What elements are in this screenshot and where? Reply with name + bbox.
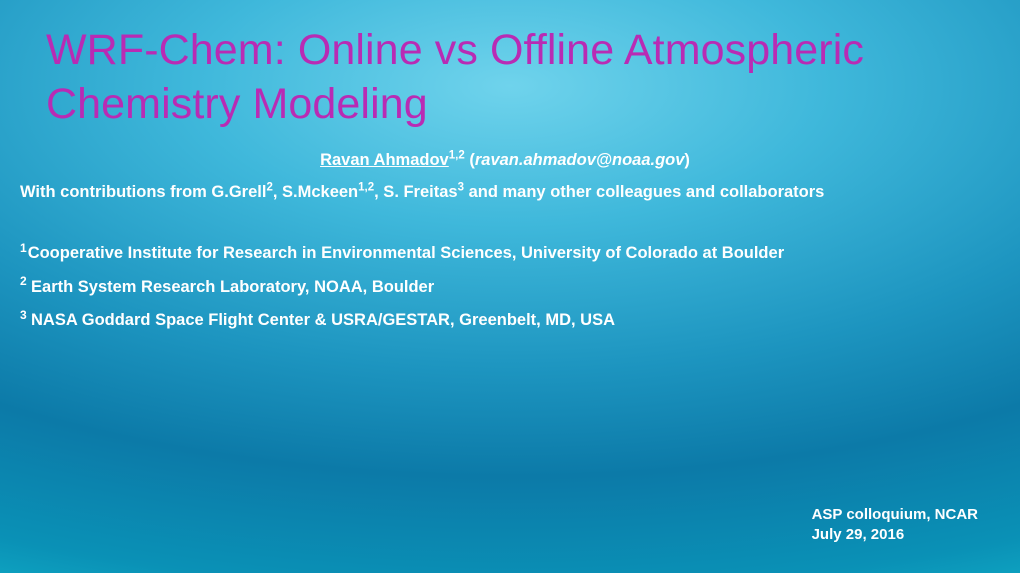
- contrib-text-1: With contributions from G.Grell: [20, 183, 266, 201]
- author-name: Ravan Ahmadov: [320, 151, 449, 169]
- contrib-sup-2: 1,2: [358, 181, 374, 193]
- affil-3-num: 3: [20, 308, 30, 322]
- affil-2-num: 2: [20, 274, 30, 288]
- affil-1-text: Cooperative Institute for Research in En…: [28, 244, 784, 262]
- slide-title: WRF-Chem: Online vs Offline Atmospheric …: [46, 24, 974, 132]
- footer-line-1: ASP colloquium, NCAR: [812, 505, 978, 525]
- contrib-text-4: and many other colleagues and collaborat…: [464, 183, 824, 201]
- author-sup: 1,2: [449, 150, 465, 162]
- contributors-line: With contributions from G.Grell2, S.Mcke…: [20, 180, 990, 206]
- affil-2-text: Earth System Research Laboratory, NOAA, …: [31, 278, 434, 296]
- footer-line-2: July 29, 2016: [812, 525, 978, 545]
- affiliation-3: 3 NASA Goddard Space Flight Center & USR…: [20, 308, 990, 334]
- author-email-wrap: (ravan.ahmadov@noaa.gov): [469, 151, 690, 169]
- affil-1-num: 1: [20, 241, 27, 255]
- author-email: ravan.ahmadov@noaa.gov: [475, 151, 685, 169]
- slide-body: Ravan Ahmadov1,2 (ravan.ahmadov@noaa.gov…: [20, 148, 990, 342]
- author-line: Ravan Ahmadov1,2 (ravan.ahmadov@noaa.gov…: [20, 148, 990, 174]
- contrib-text-2: , S.Mckeen: [273, 183, 358, 201]
- affil-3-text: NASA Goddard Space Flight Center & USRA/…: [31, 311, 615, 329]
- affiliation-2: 2 Earth System Research Laboratory, NOAA…: [20, 275, 990, 301]
- slide: WRF-Chem: Online vs Offline Atmospheric …: [0, 0, 1020, 573]
- contrib-text-3: , S. Freitas: [374, 183, 457, 201]
- affiliation-1: 1Cooperative Institute for Research in E…: [20, 241, 990, 267]
- footer-block: ASP colloquium, NCAR July 29, 2016: [812, 505, 978, 546]
